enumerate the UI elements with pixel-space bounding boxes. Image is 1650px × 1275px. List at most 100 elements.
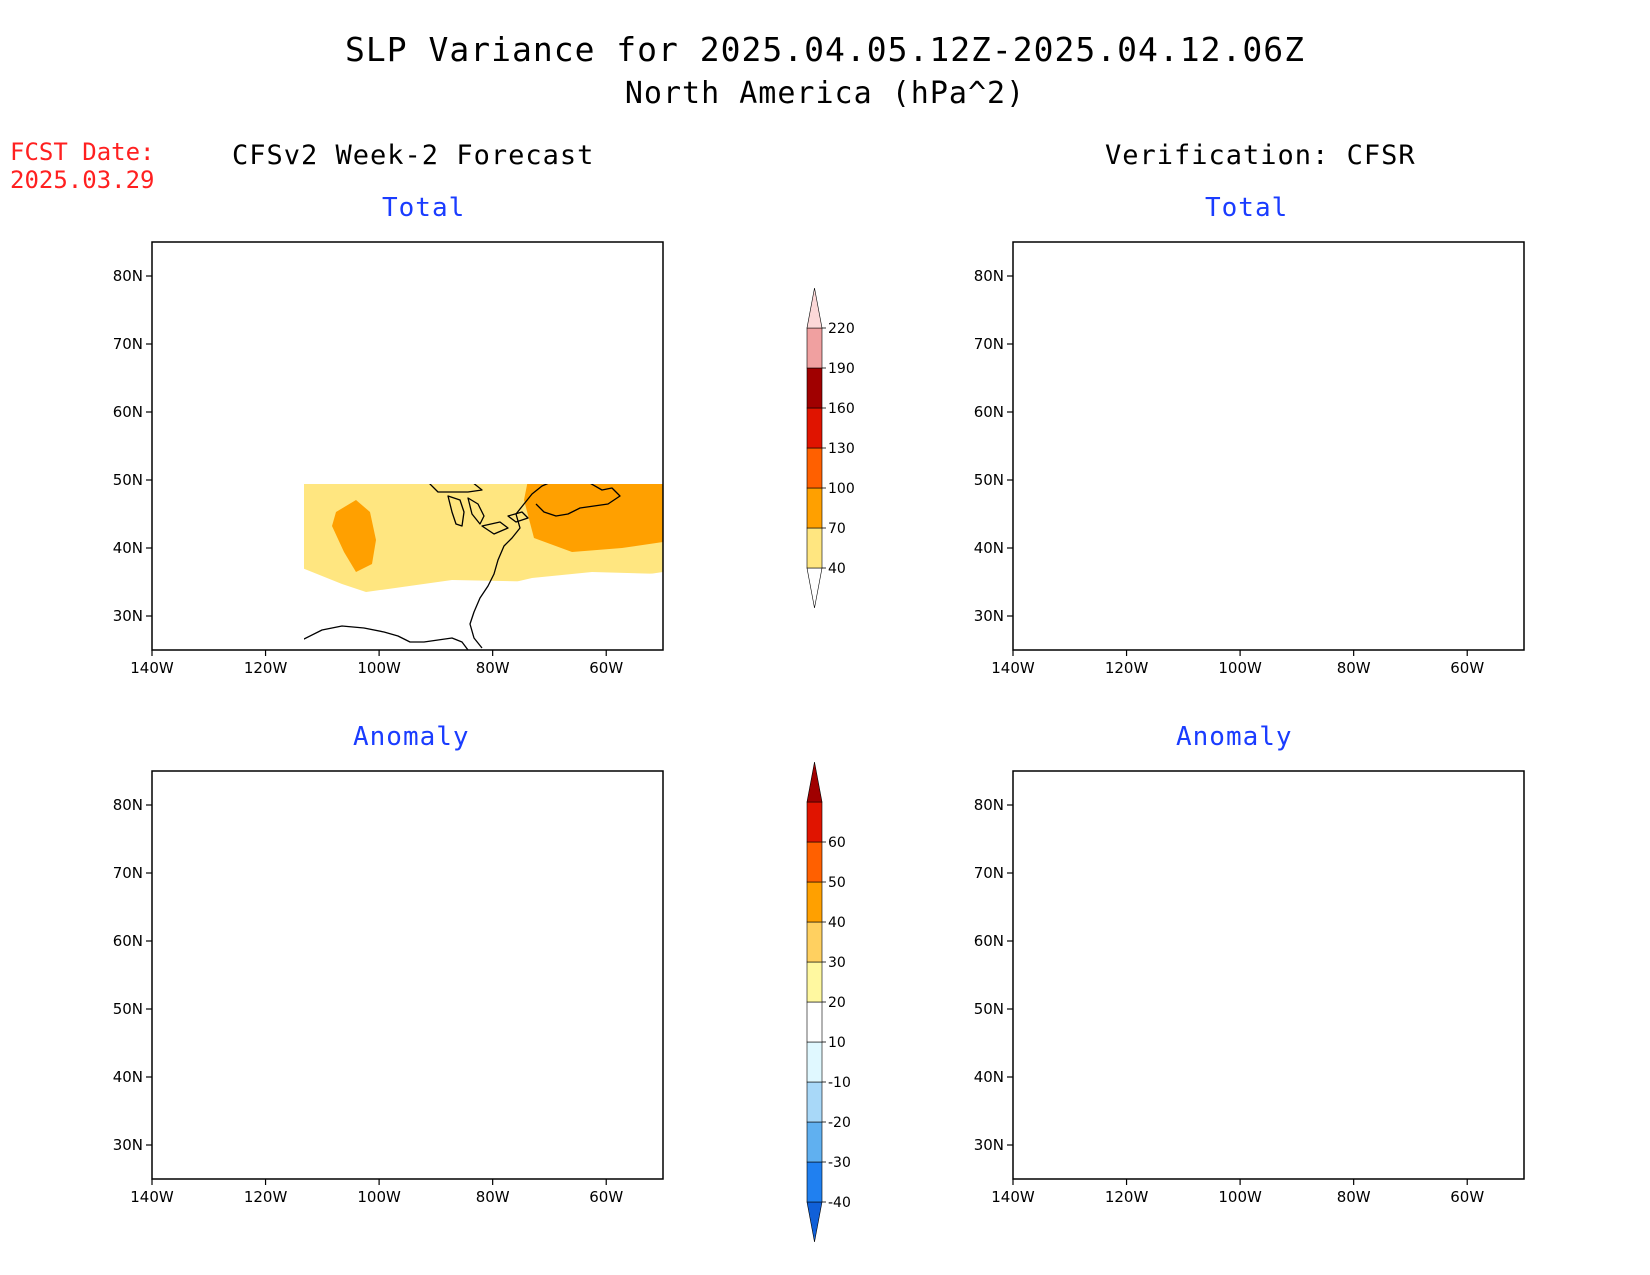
lat-tick-label: 50N <box>974 1000 1004 1018</box>
colorbar-swatch <box>806 841 823 883</box>
lat-tick-label: 30N <box>113 1136 143 1154</box>
colorbar-swatch <box>806 367 823 409</box>
colorbar-swatch <box>806 1081 823 1123</box>
right-column-heading: Verification: CFSR <box>1105 140 1416 171</box>
lon-tick-label: 140W <box>991 1188 1035 1206</box>
colorbar-label: 40 <box>828 915 846 931</box>
panel-title-forecast-total: Total <box>382 193 466 223</box>
lat-tick-label: 40N <box>113 1068 143 1086</box>
panel-verification-total <box>1012 241 1525 651</box>
panel-forecast-total <box>151 241 664 651</box>
colorbar-label: 130 <box>828 441 855 457</box>
axes-verification-anomaly: 140W 120W 100W 80W 60W 80N 70N 60N 50N 40N 30N <box>974 796 1485 1206</box>
total-colorbar: 40 70 100 130 160 190 220 <box>806 287 855 609</box>
colorbar-label: -30 <box>828 1155 851 1171</box>
lat-tick-label: 60N <box>113 403 143 421</box>
lon-tick-label: 60W <box>589 659 623 677</box>
lat-tick-label: 70N <box>974 335 1004 353</box>
lat-tick-label: 60N <box>113 932 143 950</box>
forecast-date-label: FCST Date: 2025.03.29 <box>10 138 155 194</box>
colorbar-label: 60 <box>828 835 846 851</box>
colorbar-swatch <box>806 567 823 609</box>
lon-tick-label: 120W <box>1105 659 1149 677</box>
lat-tick-label: 80N <box>974 796 1004 814</box>
colorbar-label: 50 <box>828 875 846 891</box>
lat-tick-label: 70N <box>113 335 143 353</box>
axes-verification-total: 140W 120W 100W 80W 60W 80N 70N 60N 50N 40N 30N <box>974 267 1485 677</box>
colorbar-swatch <box>806 801 823 843</box>
colorbar-swatch <box>806 327 823 369</box>
panel-forecast-anomaly <box>151 770 664 1180</box>
colorbar-swatch <box>806 1161 823 1203</box>
lat-tick-label: 70N <box>113 864 143 882</box>
colorbar-label: 220 <box>828 321 855 337</box>
lat-tick-label: 50N <box>974 471 1004 489</box>
colorbar-swatch <box>806 487 823 529</box>
map-axes: 140W 120W 100W 80W 60W80N70N60N50N40N30N140W… <box>113 267 1485 1206</box>
lat-tick-label: 80N <box>113 267 143 285</box>
lon-tick-label: 80W <box>1337 1188 1371 1206</box>
lon-tick-label: 140W <box>130 659 174 677</box>
colorbar-swatch <box>806 1041 823 1083</box>
lat-tick-label: 30N <box>113 607 143 625</box>
chart-subtitle: North America (hPa^2) <box>624 76 1026 111</box>
forecast-date-caption: FCST Date: <box>10 138 155 166</box>
colorbar-label: 70 <box>828 521 846 537</box>
colorbar-swatch <box>806 407 823 449</box>
lat-tick-label: 40N <box>113 539 143 557</box>
colorbar-swatch <box>806 527 823 569</box>
colorbar-label: 10 <box>828 1035 846 1051</box>
lat-tick-label: 50N <box>113 471 143 489</box>
panel-title-forecast-anomaly: Anomaly <box>353 722 470 752</box>
lon-tick-label: 60W <box>1450 1188 1484 1206</box>
colorbar-swatch <box>806 1001 823 1043</box>
lon-tick-label: 140W <box>991 659 1035 677</box>
colorbar-swatch <box>806 761 823 803</box>
lon-tick-label: 140W <box>130 1188 174 1206</box>
lon-tick-label: 120W <box>1105 1188 1149 1206</box>
lon-tick-label: 60W <box>1450 659 1484 677</box>
lon-tick-label: 100W <box>1218 659 1262 677</box>
lat-tick-label: 30N <box>974 607 1004 625</box>
colorbar-label: 30 <box>828 955 846 971</box>
colorbar-label: 100 <box>828 481 855 497</box>
colorbar-swatch <box>806 1121 823 1163</box>
lat-tick-label: 60N <box>974 932 1004 950</box>
chart-title: SLP Variance for 2025.04.05.12Z-2025.04.… <box>345 30 1305 69</box>
lon-tick-label: 60W <box>589 1188 623 1206</box>
lat-tick-label: 50N <box>113 1000 143 1018</box>
colorbar-label: -10 <box>828 1075 851 1091</box>
lon-tick-label: 100W <box>1218 1188 1262 1206</box>
colorbar-swatch <box>806 447 823 489</box>
colorbar-label: 20 <box>828 995 846 1011</box>
colorbar-swatch <box>806 1201 823 1243</box>
colorbar-label: -20 <box>828 1115 851 1131</box>
axes-forecast-anomaly: 140W 120W 100W 80W 60W 80N 70N 60N 50N 40N 30N <box>113 796 624 1206</box>
lat-tick-label: 40N <box>974 1068 1004 1086</box>
lat-tick-label: 80N <box>113 796 143 814</box>
lon-tick-label: 100W <box>357 659 401 677</box>
colorbar-label: 160 <box>828 401 855 417</box>
lat-tick-label: 30N <box>974 1136 1004 1154</box>
colorbar-swatch <box>806 961 823 1003</box>
colorbar-swatch <box>806 287 823 329</box>
anomaly-colorbar: -40 -30 -20 -10 10 20 30 40 50 60 <box>806 761 851 1243</box>
axes-forecast-total: 140W 120W 100W 80W 60W 80N 70N 60N 50N 40N 30N <box>113 267 624 677</box>
lon-tick-label: 80W <box>1337 659 1371 677</box>
lat-tick-label: 80N <box>974 267 1004 285</box>
colorbar-swatch <box>806 921 823 963</box>
panel-verification-anomaly <box>1012 770 1525 1180</box>
lat-tick-label: 70N <box>974 864 1004 882</box>
forecast-date-value: 2025.03.29 <box>10 166 155 194</box>
colorbar-label: -40 <box>828 1195 851 1211</box>
colorbar-swatch <box>806 881 823 923</box>
lon-tick-label: 120W <box>244 1188 288 1206</box>
lon-tick-label: 80W <box>476 1188 510 1206</box>
lon-tick-label: 80W <box>476 659 510 677</box>
panel-title-verification-total: Total <box>1205 193 1289 223</box>
lon-tick-label: 120W <box>244 659 288 677</box>
lat-tick-label: 60N <box>974 403 1004 421</box>
colorbar-label: 40 <box>828 561 846 577</box>
colorbar-label: 190 <box>828 361 855 377</box>
